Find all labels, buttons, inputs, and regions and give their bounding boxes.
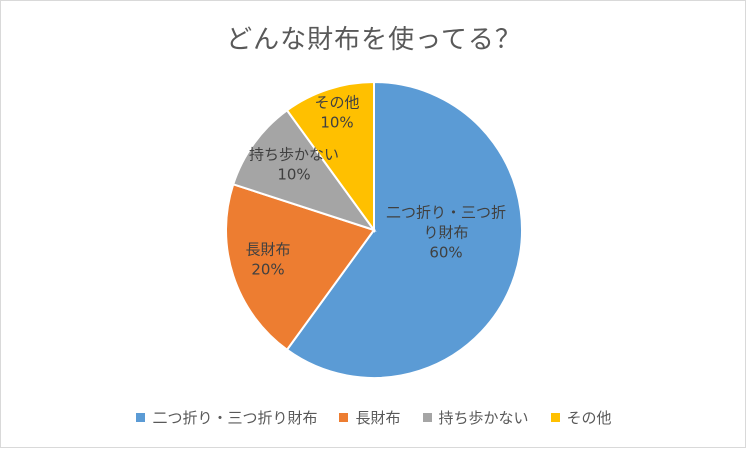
slice-value-label-long-wallet: 20% — [251, 261, 284, 279]
legend-swatch-folding-wallet — [136, 413, 146, 422]
pie-slice-no-wallet — [231, 108, 377, 232]
legend-label-folding-wallet: 二つ折り・三つ折り財布 — [152, 409, 318, 427]
slice-value-label-no-wallet: 10% — [277, 166, 310, 184]
slice-value-label-folding-wallet: 60% — [429, 244, 462, 262]
legend-label-other: その他 — [566, 409, 612, 427]
legend-item-no-wallet: 持ち歩かない — [422, 407, 529, 428]
pie-slice-other — [285, 80, 375, 234]
slice-category-label-no-wallet: 持ち歩かない — [249, 146, 339, 164]
slice-value-label-other: 10% — [320, 114, 353, 132]
slice-category-label-other: その他 — [314, 94, 359, 112]
legend-item-folding-wallet: 二つ折り・三つ折り財布 — [136, 407, 317, 428]
legend-item-other: その他 — [550, 407, 612, 428]
chart-title: どんな財布を使ってる？ — [226, 25, 522, 55]
legend-swatch-long-wallet — [339, 413, 349, 422]
pie-slice-labels: 二つ折り・三つ折り財布 60% 長財布 20% 持ち歩かない 10% その他 10% — [245, 94, 506, 279]
legend-item-long-wallet: 長財布 — [339, 407, 401, 428]
slice-category-label-folding-wallet: 二つ折り・三つ折 — [386, 204, 506, 222]
pie-slices — [225, 80, 523, 379]
slice-category-label-folding-wallet: り財布 — [423, 224, 468, 242]
pie-slice-long-wallet — [225, 183, 376, 352]
legend-label-no-wallet: 持ち歩かない — [438, 409, 529, 427]
legend-swatch-no-wallet — [422, 413, 432, 422]
pie-slice-folding-wallet — [285, 80, 523, 379]
legend-swatch-other — [550, 413, 560, 422]
chart-legend: 二つ折り・三つ折り財布 長財布 持ち歩かない その他 — [1, 407, 746, 428]
slice-category-label-long-wallet: 長財布 — [245, 241, 290, 259]
legend-label-long-wallet: 長財布 — [355, 409, 401, 427]
